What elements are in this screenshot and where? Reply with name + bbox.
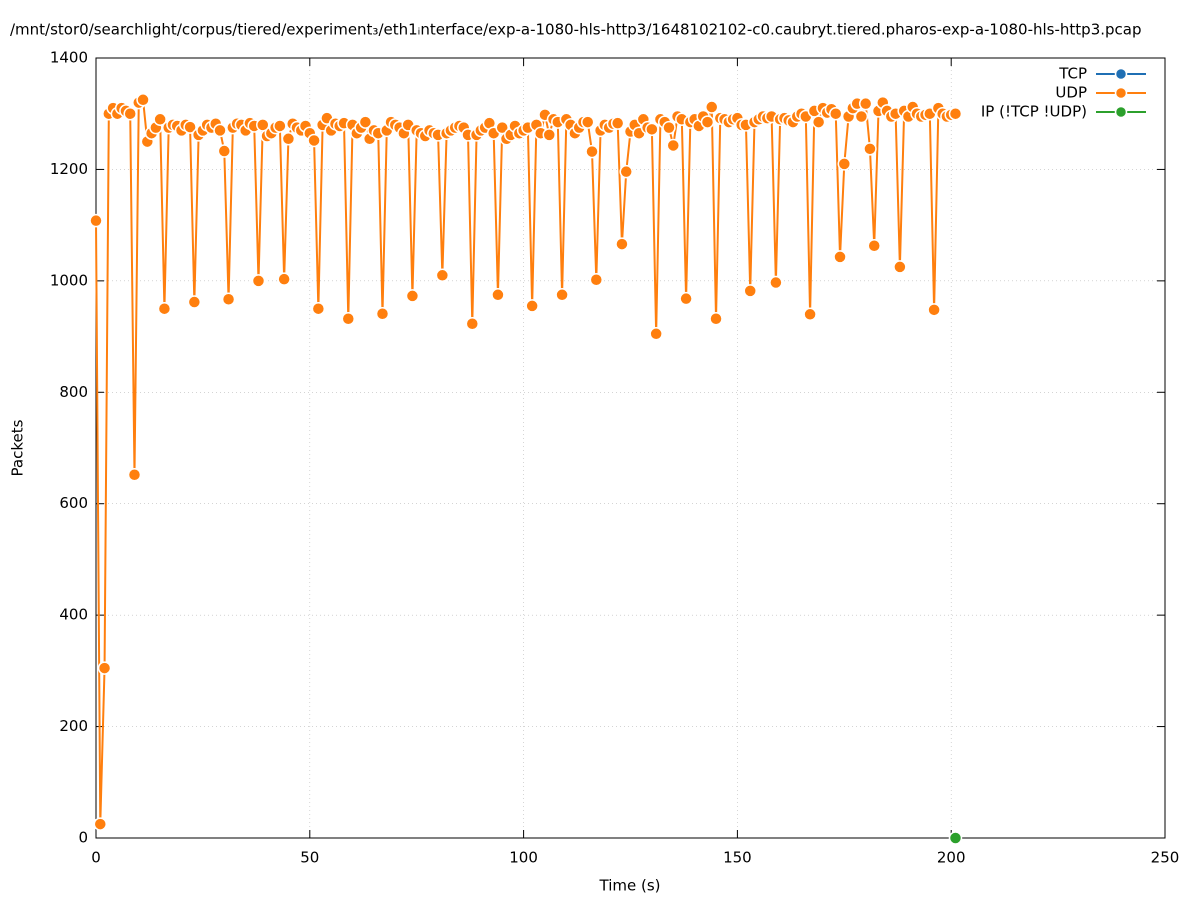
legend-marker (1114, 105, 1128, 119)
data-point (153, 112, 167, 127)
y-tick-label: 200 (59, 717, 88, 735)
data-point (491, 288, 505, 302)
data-point (525, 299, 539, 313)
legend-label: TCP (1058, 65, 1087, 83)
x-tick-label: 150 (723, 849, 752, 867)
data-point (858, 96, 873, 111)
data-point (555, 288, 569, 302)
data-point (277, 272, 291, 286)
data-point (123, 106, 137, 121)
chart-title: /mnt/stor0/searchlight/corpus/tiered/exp… (10, 21, 1142, 39)
y-tick-label: 600 (59, 494, 88, 512)
data-point (221, 292, 236, 306)
data-point (679, 291, 693, 306)
data-point (927, 303, 941, 317)
data-point (281, 132, 296, 146)
data-point (619, 164, 633, 179)
data-point (615, 237, 629, 251)
y-tick-label: 1000 (50, 271, 88, 289)
data-point (610, 116, 625, 130)
data-point (828, 106, 843, 121)
x-tick-label: 0 (91, 849, 101, 867)
data-point (854, 109, 869, 124)
data-point (803, 307, 817, 322)
data-point (837, 157, 852, 171)
data-point (405, 289, 420, 303)
x-tick-label: 50 (300, 849, 319, 867)
x-tick-label: 200 (937, 849, 966, 867)
data-point (589, 272, 604, 287)
data-point (127, 467, 142, 482)
data-point (89, 213, 103, 228)
legend-marker (1114, 86, 1128, 100)
data-point (217, 144, 232, 158)
data-point (375, 306, 390, 321)
x-tick-label: 100 (509, 849, 538, 867)
data-point (700, 115, 715, 129)
data-point (709, 311, 723, 326)
data-point (743, 284, 757, 298)
series-line (95, 98, 956, 825)
data-point (769, 275, 783, 290)
legend-label: IP (!TCP !UDP) (981, 103, 1087, 121)
data-point (435, 268, 450, 283)
y-axis-label: Packets (9, 419, 27, 476)
y-tick-label: 800 (59, 383, 88, 401)
data-point (704, 100, 719, 114)
y-tick-label: 0 (78, 829, 88, 847)
legend-marker (1114, 67, 1128, 81)
data-point (307, 133, 321, 148)
data-point (863, 142, 877, 156)
data-point (645, 122, 659, 137)
y-tick-label: 400 (59, 606, 88, 624)
data-point (649, 327, 663, 341)
data-point (97, 661, 112, 675)
data-point (580, 115, 595, 129)
data-point (358, 115, 373, 129)
data-point (867, 239, 881, 253)
data-point (251, 274, 266, 288)
data-point (273, 119, 287, 133)
data-point (136, 93, 150, 107)
legend-label: UDP (1055, 84, 1087, 102)
data-point (893, 260, 907, 274)
data-point (811, 115, 826, 129)
plot-frame (95, 57, 1166, 839)
x-axis-label: Time (s) (599, 877, 661, 895)
data-point (948, 106, 963, 121)
data-point (213, 123, 227, 138)
data-point (662, 120, 676, 135)
data-point (183, 120, 197, 134)
data-point (341, 311, 356, 326)
data-point (666, 138, 681, 153)
y-tick-label: 1200 (50, 160, 88, 178)
x-tick-label: 250 (1151, 849, 1180, 867)
data-point (465, 317, 480, 331)
y-tick-label: 1400 (50, 49, 88, 67)
data-point (542, 128, 557, 142)
data-point (948, 831, 963, 845)
data-point (833, 250, 847, 264)
data-point (93, 817, 108, 831)
data-point (585, 144, 599, 159)
data-point (187, 295, 202, 309)
data-point (311, 301, 326, 316)
data-point (157, 301, 172, 316)
